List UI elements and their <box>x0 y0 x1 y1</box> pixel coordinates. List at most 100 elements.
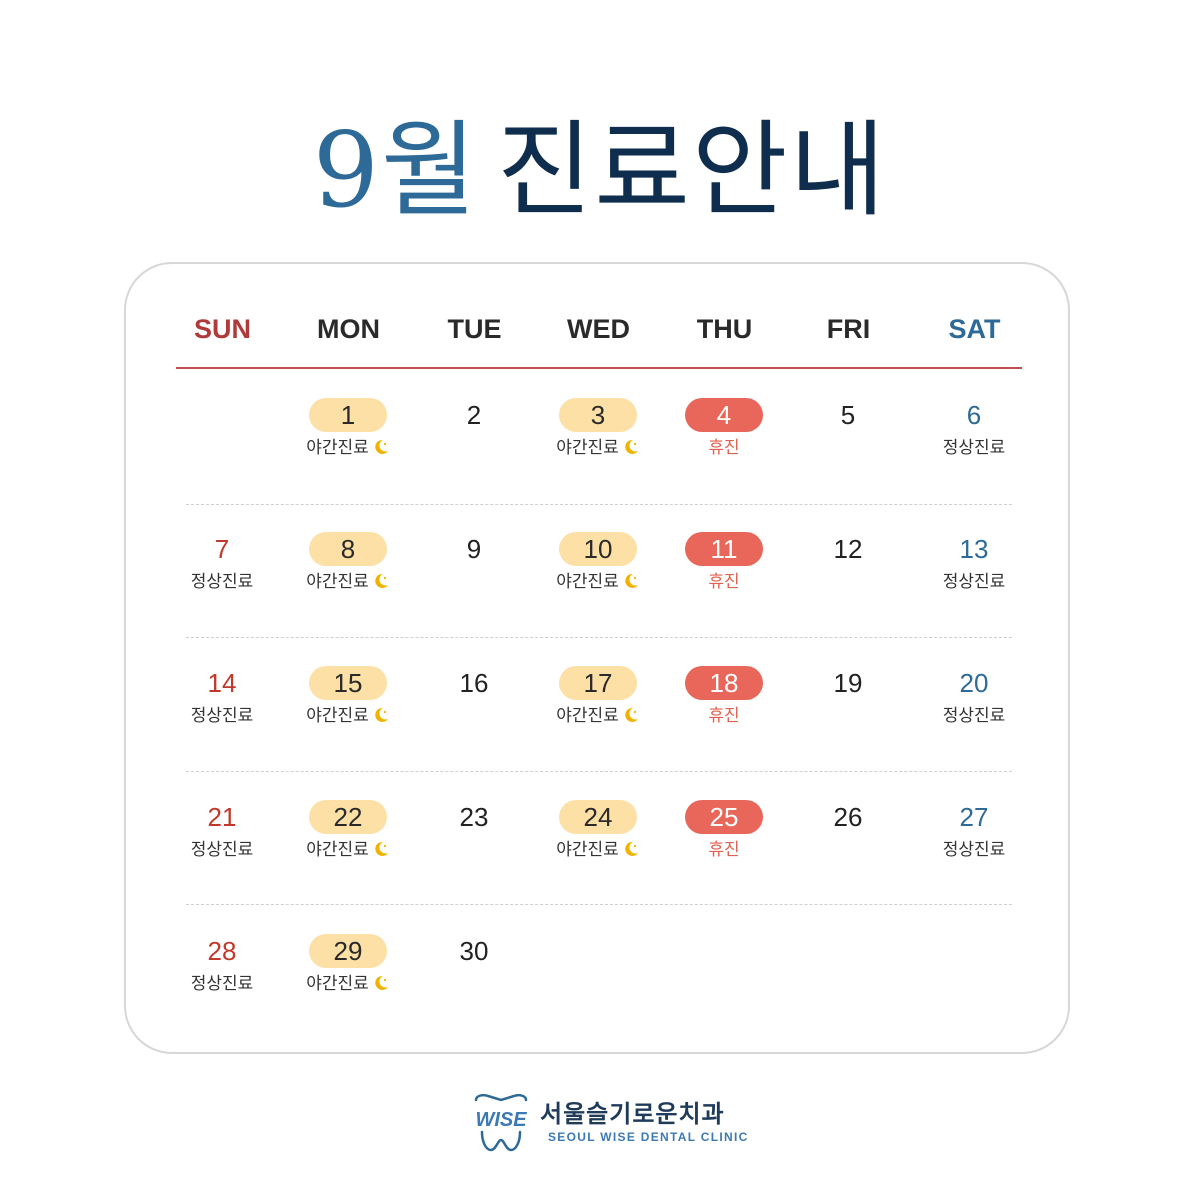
normal-clinic-label: 정상진료 <box>894 436 1054 460</box>
day-number: 28 <box>207 936 237 966</box>
status-text: 야간진료 <box>306 706 369 726</box>
day-number: 24 <box>559 800 637 834</box>
status-text: 야간진료 <box>556 438 619 458</box>
normal-clinic-label: 정상진료 <box>894 838 1054 862</box>
status-text: 정상진료 <box>942 572 1006 592</box>
calendar-day-5: 5 <box>788 398 908 508</box>
day-number: 16 <box>459 668 489 698</box>
status-text: 정상진료 <box>942 438 1006 458</box>
moon-icon <box>375 439 388 454</box>
calendar-day-24: 24 야간진료 <box>538 800 658 910</box>
calendar-day-19: 19 <box>788 666 908 776</box>
header-divider <box>176 367 1022 369</box>
day-number: 11 <box>685 532 763 566</box>
status-text: 휴진 <box>708 706 740 726</box>
moon-icon <box>625 841 638 856</box>
calendar-day-30: 30 <box>414 934 534 1044</box>
day-number: 10 <box>559 532 637 566</box>
calendar-day-28: 28 정상진료 <box>162 934 282 1044</box>
calendar-day-4: 4 휴진 <box>664 398 784 508</box>
row-divider <box>186 637 1012 638</box>
day-number: 18 <box>685 666 763 700</box>
day-number: 12 <box>833 534 863 564</box>
day-number: 25 <box>685 800 763 834</box>
night-clinic-label: 야간진료 <box>518 570 678 594</box>
normal-clinic-label: 정상진료 <box>142 972 302 996</box>
moon-icon <box>625 707 638 722</box>
moon-icon <box>375 975 388 990</box>
calendar-day-2: 2 <box>414 398 534 508</box>
tooth-logo-icon: WISE <box>474 1094 528 1152</box>
status-text: 야간진료 <box>306 572 369 592</box>
calendar-day-20: 20 정상진료 <box>914 666 1034 776</box>
calendar-day-6: 6 정상진료 <box>914 398 1034 508</box>
row-divider <box>186 904 1012 905</box>
calendar-day-8: 8 야간진료 <box>288 532 408 642</box>
calendar-day-23: 23 <box>414 800 534 910</box>
page-title: 9월 진료안내 <box>0 100 1200 240</box>
calendar-day-14: 14 정상진료 <box>162 666 282 776</box>
normal-clinic-label: 정상진료 <box>894 570 1054 594</box>
status-text: 휴진 <box>708 840 740 860</box>
normal-clinic-label: 정상진료 <box>142 838 302 862</box>
calendar-day-21: 21 정상진료 <box>162 800 282 910</box>
closed-label: 휴진 <box>644 704 804 728</box>
day-number: 14 <box>207 668 237 698</box>
normal-clinic-label: 정상진료 <box>142 704 302 728</box>
weekday-sun: SUN <box>193 314 251 344</box>
day-number: 22 <box>309 800 387 834</box>
day-number: 27 <box>959 802 989 832</box>
clinic-name-en: SEOUL WISE DENTAL CLINIC <box>548 1130 749 1144</box>
row-divider <box>186 771 1012 772</box>
day-number: 13 <box>959 534 989 564</box>
calendar-day-27: 27 정상진료 <box>914 800 1034 910</box>
calendar-day-7: 7 정상진료 <box>162 532 282 642</box>
row-divider <box>186 504 1012 505</box>
weekday-thu: THU <box>696 314 753 344</box>
weekday-tue: TUE <box>447 314 502 344</box>
calendar-day-9: 9 <box>414 532 534 642</box>
status-text: 정상진료 <box>190 840 254 860</box>
day-number: 7 <box>214 534 230 564</box>
calendar-day-13: 13 정상진료 <box>914 532 1034 642</box>
status-text: 야간진료 <box>306 974 369 994</box>
calendar-day-15: 15 야간진료 <box>288 666 408 776</box>
calendar-day-18: 18 휴진 <box>664 666 784 776</box>
day-number: 20 <box>959 668 989 698</box>
calendar-card: SUN MON TUE WED THU FRI SAT 1 야간진료 2 3 야간진료 4… <box>124 262 1070 1054</box>
title-text: 진료안내 <box>496 109 888 231</box>
status-text: 정상진료 <box>942 840 1006 860</box>
status-text: 야간진료 <box>556 840 619 860</box>
normal-clinic-label: 정상진료 <box>142 570 302 594</box>
calendar-day-12: 12 <box>788 532 908 642</box>
day-number: 29 <box>309 934 387 968</box>
moon-icon <box>625 439 638 454</box>
day-number: 5 <box>840 400 856 430</box>
calendar-day-3: 3 야간진료 <box>538 398 658 508</box>
status-text: 정상진료 <box>942 706 1006 726</box>
calendar-day-17: 17 야간진료 <box>538 666 658 776</box>
day-number: 17 <box>559 666 637 700</box>
status-text: 휴진 <box>708 572 740 592</box>
closed-label: 휴진 <box>644 570 804 594</box>
footer: WISE 서울슬기로운치과 SEOUL WISE DENTAL CLINIC <box>0 1088 1200 1158</box>
night-clinic-label: 야간진료 <box>268 972 428 996</box>
day-number: 4 <box>685 398 763 432</box>
day-number: 19 <box>833 668 863 698</box>
night-clinic-label: 야간진료 <box>268 570 428 594</box>
day-number: 6 <box>966 400 982 430</box>
weekday-fri: FRI <box>826 314 871 344</box>
status-text: 휴진 <box>708 438 740 458</box>
moon-icon <box>375 573 388 588</box>
night-clinic-label: 야간진료 <box>268 704 428 728</box>
night-clinic-label: 야간진료 <box>518 436 678 460</box>
weekday-mon: MON <box>317 314 380 344</box>
day-number: 2 <box>466 400 482 430</box>
night-clinic-label: 야간진료 <box>268 436 428 460</box>
day-number: 1 <box>309 398 387 432</box>
moon-icon <box>375 841 388 856</box>
day-number: 23 <box>459 802 489 832</box>
normal-clinic-label: 정상진료 <box>894 704 1054 728</box>
day-number: 3 <box>559 398 637 432</box>
night-clinic-label: 야간진료 <box>518 838 678 862</box>
